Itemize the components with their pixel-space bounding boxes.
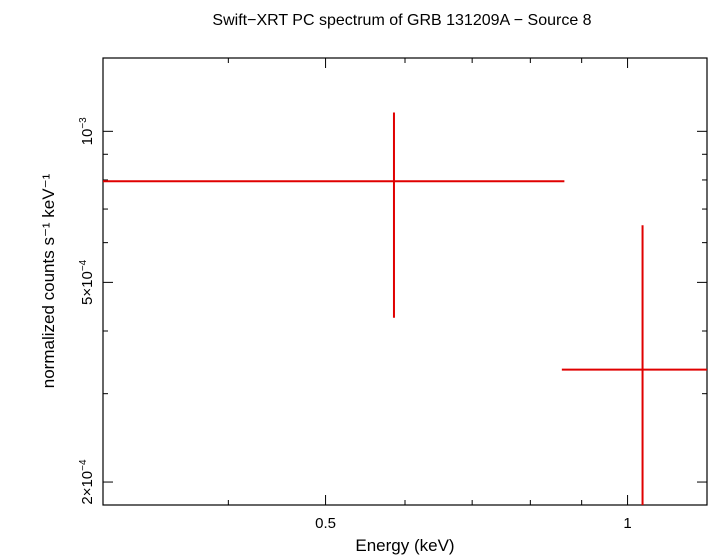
chart-title: Swift−XRT PC spectrum of GRB 131209A − S… xyxy=(212,12,591,29)
data-point xyxy=(561,225,707,505)
y-tick-label-exponent: −4 xyxy=(78,259,89,271)
y-tick-label-exponent: −4 xyxy=(78,459,89,471)
y-tick-label-exponent: −3 xyxy=(78,117,89,129)
y-tick-labels: 2×10−45×10−410−3 xyxy=(78,117,96,505)
data-point xyxy=(103,112,565,318)
plot-frame xyxy=(102,57,708,506)
axis-ticks xyxy=(103,58,707,505)
x-tick-labels: 0.5 1 xyxy=(315,515,632,532)
y-tick-label-mantissa: 5×10 xyxy=(79,271,96,305)
y-axis-label: normalized counts s⁻¹ keV⁻¹ xyxy=(39,173,58,388)
data-series xyxy=(103,112,707,505)
x-axis-label: Energy (keV) xyxy=(355,536,454,555)
y-tick-label-mantissa: 10 xyxy=(79,129,96,146)
y-tick-label: 10−3 xyxy=(78,117,96,146)
x-tick-label: 0.5 xyxy=(315,515,336,532)
y-tick-label: 2×10−4 xyxy=(78,459,96,505)
y-tick-label-mantissa: 2×10 xyxy=(79,471,96,505)
x-tick-label: 1 xyxy=(623,515,631,532)
y-tick-label: 5×10−4 xyxy=(78,259,96,305)
